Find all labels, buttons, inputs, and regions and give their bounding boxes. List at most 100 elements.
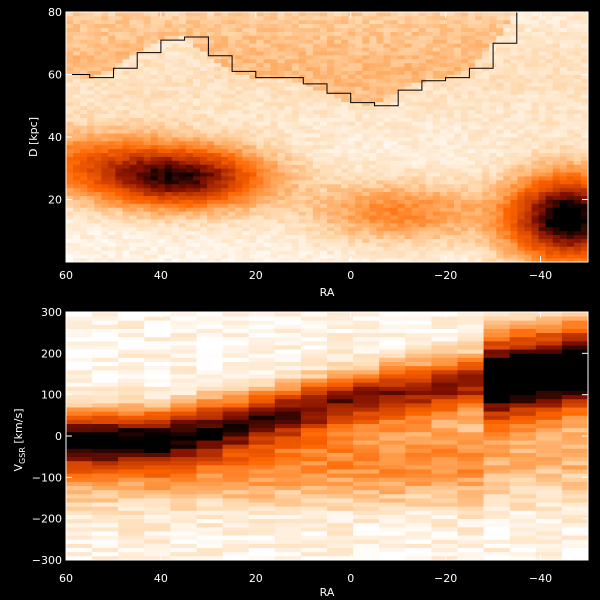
top-heatmap-cell <box>404 176 413 181</box>
top-heatmap-cell <box>129 117 137 122</box>
top-heatmap-cell <box>291 54 300 60</box>
top-heatmap-cell <box>327 195 335 200</box>
top-heatmap-cell <box>73 230 81 236</box>
top-heatmap-cell <box>390 43 398 48</box>
bottom-heatmap-cell <box>66 324 93 329</box>
top-heatmap-cell <box>87 51 95 56</box>
top-heatmap-cell <box>207 121 215 126</box>
top-heatmap-cell <box>503 183 511 189</box>
top-heatmap-cell <box>425 43 434 48</box>
bottom-heatmap-cell <box>144 535 171 540</box>
bottom-heatmap-cell <box>66 336 93 342</box>
top-heatmap-cell <box>256 125 264 130</box>
top-heatmap-cell <box>129 156 137 161</box>
top-heatmap-cell <box>284 133 293 138</box>
top-heatmap-cell <box>242 113 250 118</box>
top-heatmap-cell <box>580 82 589 87</box>
top-heatmap-cell <box>482 230 490 236</box>
top-heatmap-cell <box>185 211 194 216</box>
top-heatmap-cell <box>263 43 271 48</box>
top-heatmap-cell <box>538 156 547 161</box>
top-heatmap-cell <box>489 164 497 169</box>
top-heatmap-cell <box>383 164 391 169</box>
top-heatmap-cell <box>270 121 279 126</box>
top-heatmap-cell <box>235 82 243 87</box>
top-heatmap-cell <box>242 219 250 224</box>
top-heatmap-cell <box>143 90 152 95</box>
top-heatmap-cell <box>192 148 201 154</box>
top-heatmap-cell <box>270 23 279 29</box>
top-heatmap-cell <box>284 90 293 95</box>
top-heatmap-cell <box>496 105 504 111</box>
top-heatmap-cell <box>178 164 187 169</box>
top-heatmap-cell <box>348 219 356 224</box>
top-heatmap-cell <box>192 109 201 114</box>
top-heatmap-cell <box>263 246 271 251</box>
top-heatmap-cell <box>157 250 166 255</box>
top-heatmap-cell <box>482 183 490 189</box>
top-heatmap-cell <box>566 39 575 44</box>
top-heatmap-cell <box>432 94 441 99</box>
top-heatmap-cell <box>66 211 74 216</box>
top-heatmap-cell <box>439 191 448 196</box>
top-heatmap-cell <box>425 86 434 91</box>
top-heatmap-cell <box>319 54 328 60</box>
top-heatmap-cell <box>319 176 328 181</box>
top-heatmap-cell <box>115 222 123 228</box>
bottom-heatmap-cell <box>144 398 171 404</box>
top-heatmap-cell <box>256 203 264 208</box>
top-heatmap-cell <box>319 152 328 157</box>
top-heatmap-cell <box>228 164 236 169</box>
top-heatmap-cell <box>263 82 271 87</box>
top-heatmap-cell <box>425 152 434 157</box>
top-heatmap-cell <box>235 47 243 52</box>
bottom-heatmap-cell <box>144 464 171 470</box>
top-heatmap-cell <box>390 187 398 193</box>
top-heatmap-cell <box>341 191 349 196</box>
top-heatmap-cell <box>517 211 525 216</box>
top-heatmap-cell <box>129 234 137 239</box>
top-heatmap-cell <box>439 250 448 255</box>
bottom-heatmap-cell <box>118 357 145 362</box>
top-heatmap-cell <box>383 19 391 25</box>
top-heatmap-cell <box>164 82 173 87</box>
top-heatmap-cell <box>341 219 349 224</box>
top-heatmap-cell <box>446 144 455 150</box>
top-heatmap-cell <box>164 254 173 259</box>
top-heatmap-cell <box>552 117 561 122</box>
top-heatmap-cell <box>73 35 81 40</box>
top-heatmap-cell <box>559 78 568 83</box>
top-heatmap-cell <box>277 242 286 247</box>
top-heatmap-cell <box>503 90 511 95</box>
top-heatmap-cell <box>531 78 540 83</box>
top-heatmap-cell <box>482 152 490 157</box>
top-heatmap-cell <box>284 15 293 21</box>
top-heatmap-cell <box>73 78 81 83</box>
top-heatmap-cell <box>439 140 448 146</box>
top-heatmap-cell <box>545 156 554 161</box>
top-heatmap-cell <box>482 31 490 36</box>
top-heatmap-cell <box>552 105 561 111</box>
top-heatmap-cell <box>390 117 398 122</box>
top-heatmap-cell <box>334 156 342 161</box>
top-heatmap-cell <box>171 109 180 114</box>
top-heatmap-cell <box>453 219 462 224</box>
top-heatmap-cell <box>538 74 547 79</box>
top-heatmap-cell <box>545 58 554 64</box>
top-heatmap-cell <box>418 179 427 185</box>
top-x-tick-label: 20 <box>249 269 263 282</box>
top-heatmap-cell <box>482 78 490 83</box>
top-heatmap-cell <box>411 70 420 75</box>
top-heatmap-cell <box>242 203 250 208</box>
top-heatmap-cell <box>446 238 455 243</box>
top-heatmap-cell <box>277 172 286 177</box>
top-heatmap-cell <box>200 160 208 165</box>
top-heatmap-cell <box>277 140 286 146</box>
bottom-heatmap-cell <box>92 460 119 466</box>
top-heatmap-cell <box>94 121 102 126</box>
top-heatmap-cell <box>376 86 384 91</box>
top-heatmap-cell <box>510 66 518 71</box>
top-heatmap-cell <box>80 117 88 122</box>
top-heatmap-cell <box>115 238 123 243</box>
top-heatmap-cell <box>192 238 201 243</box>
